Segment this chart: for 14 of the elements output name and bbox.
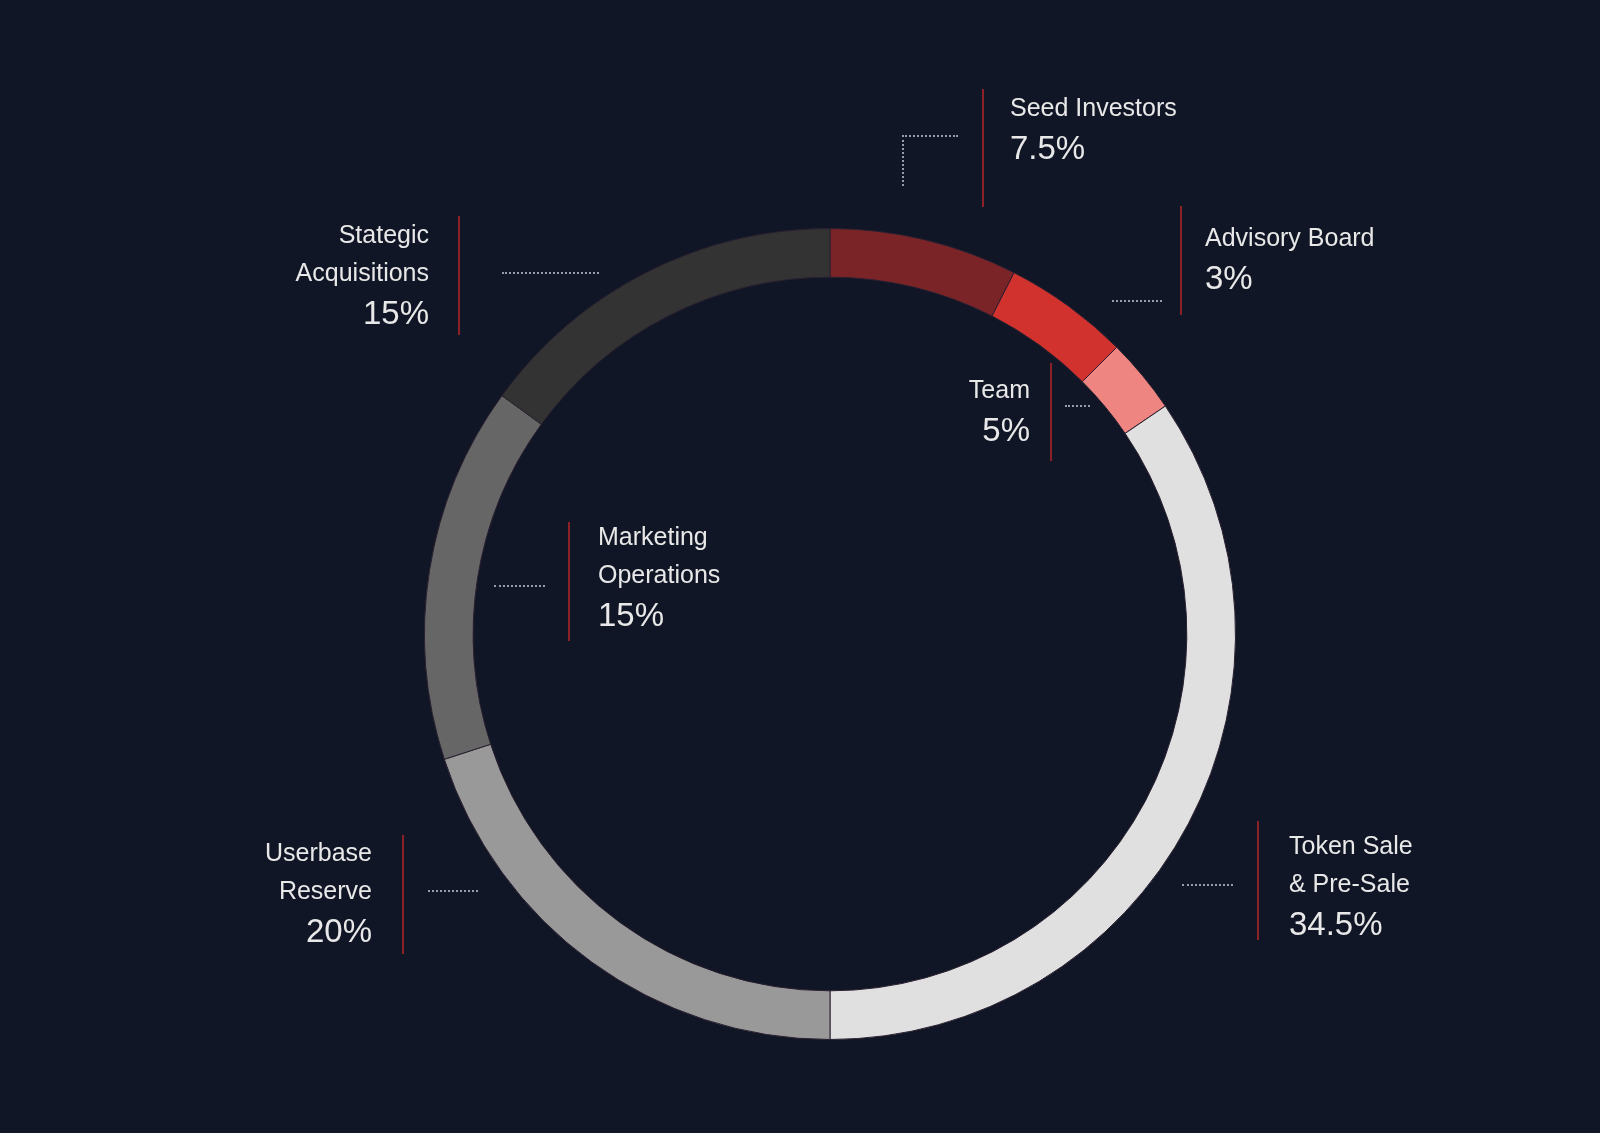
slice-label: Seed Investors	[1010, 92, 1178, 123]
data-label: 3%	[1205, 258, 1254, 298]
slice-label: Team	[967, 374, 1030, 405]
data-label: 7.5%	[1010, 128, 1087, 168]
slice-label: Advisory Board	[1205, 222, 1376, 253]
slice-label: Userbase Reserve	[264, 837, 372, 906]
slice-label: Stategic Acquisitions	[294, 219, 429, 288]
data-label: 20%	[304, 911, 372, 951]
slice-label: Token Sale & Pre-Sale	[1289, 830, 1414, 899]
data-label: 5%	[981, 410, 1030, 450]
data-label: 34.5%	[1289, 904, 1384, 944]
slice-label: Marketing Operations	[598, 521, 722, 590]
data-label: 15%	[598, 595, 666, 635]
data-label: 15%	[361, 293, 429, 333]
